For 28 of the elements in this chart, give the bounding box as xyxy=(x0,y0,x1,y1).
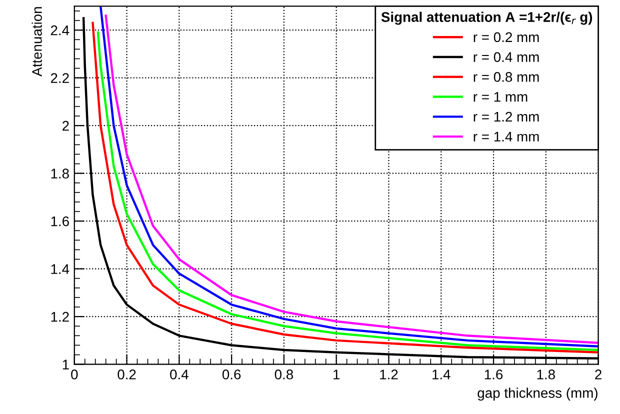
y-tick-label: 1 xyxy=(62,360,69,370)
y-tick-label: 1.6 xyxy=(51,216,69,226)
legend-label: r = 1 mm xyxy=(474,92,528,102)
legend-label: r = 1.2 mm xyxy=(474,112,539,122)
y-axis-title: Attenuation xyxy=(32,7,42,76)
legend-label: r = 0.2 mm xyxy=(474,32,539,42)
x-axis-title: gap thickness (mm) xyxy=(478,388,598,401)
y-tick-label: 1.8 xyxy=(51,168,69,178)
x-tick-label: 2 xyxy=(595,370,602,380)
y-tick-label: 2.2 xyxy=(50,73,69,83)
x-tick-label: 0.8 xyxy=(274,370,294,380)
x-tick-label: 0.2 xyxy=(118,370,136,380)
y-tick-label: 1.2 xyxy=(51,312,69,322)
legend-label: r = 0.4 mm xyxy=(474,52,539,62)
x-tick-label: 1.6 xyxy=(484,370,503,380)
x-tick-label: 0.4 xyxy=(170,370,188,380)
legend-title: Signal attenuation A =1+2r/(ϵ$_{r}$ g) xyxy=(381,12,592,25)
x-tick-label: 1.2 xyxy=(380,370,398,380)
y-tick-label: 1.4 xyxy=(51,264,70,274)
legend-label: r = 1.4 mm xyxy=(474,132,539,142)
x-tick-label: 1.4 xyxy=(432,370,450,380)
x-tick-label: 1.8 xyxy=(537,370,555,380)
y-tick-label: 2 xyxy=(62,120,69,131)
x-tick-label: 1 xyxy=(334,370,340,380)
legend-label: r = 0.8 mm xyxy=(474,72,539,82)
x-tick-label: 0.6 xyxy=(222,370,241,380)
y-tick-label: 2.4 xyxy=(50,25,70,36)
x-tick-label: 0 xyxy=(71,370,78,380)
